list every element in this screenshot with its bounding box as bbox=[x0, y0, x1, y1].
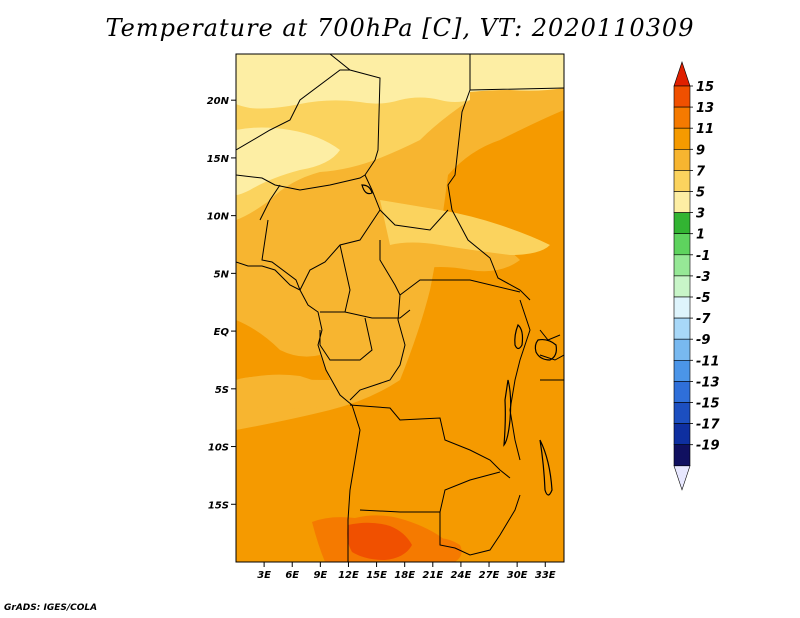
lon-tick-label: 33E bbox=[535, 570, 556, 581]
colorbar-swatch bbox=[673, 254, 691, 277]
field-region-5-ne bbox=[470, 54, 564, 92]
colorbar-swatch bbox=[673, 106, 691, 129]
lon-tick-label: 24E bbox=[451, 570, 472, 581]
field-region-5-north bbox=[236, 54, 470, 109]
colorbar-swatch bbox=[673, 191, 691, 213]
colorbar-label: -19 bbox=[696, 439, 720, 454]
colorbar-label: 13 bbox=[696, 101, 714, 116]
colorbar-label: -17 bbox=[696, 418, 720, 433]
colorbar-label: 7 bbox=[696, 164, 706, 179]
colorbar-swatch bbox=[673, 170, 691, 192]
colorbar-swatch bbox=[673, 444, 691, 467]
map-frame bbox=[235, 53, 565, 563]
colorbar-swatch bbox=[673, 85, 691, 108]
field-region-13-east bbox=[430, 538, 462, 562]
colorbar-label: -1 bbox=[696, 249, 710, 264]
lon-tick-label: 15E bbox=[366, 570, 387, 581]
lat-tick-label: EQ bbox=[214, 327, 230, 338]
colorbar-label: 15 bbox=[696, 80, 714, 95]
colorbar: 15 13 11 9 7 5 3 1 -1 -3 -5 -7 -9 -11 -13 -15 -17 -19 bbox=[673, 61, 720, 491]
field-region-11-west bbox=[236, 320, 330, 380]
lat-tick-label: 15N bbox=[207, 154, 230, 165]
credit-text: GrADS: IGES/COLA bbox=[4, 603, 98, 613]
colorbar-swatch bbox=[673, 402, 691, 424]
colorbar-bottom-arrow bbox=[673, 465, 691, 491]
colorbar-label: 9 bbox=[696, 143, 705, 158]
longitude-ticks: 3E 6E 9E 12E 15E 18E 21E 24E 27E 30E 33E bbox=[257, 562, 556, 581]
lon-tick-label: 9E bbox=[313, 570, 327, 581]
colorbar-label: 3 bbox=[696, 207, 705, 222]
colorbar-label: -5 bbox=[696, 291, 710, 306]
temperature-field bbox=[236, 54, 564, 562]
lat-tick-label: 15S bbox=[208, 500, 229, 511]
country-borders bbox=[236, 54, 564, 556]
lon-tick-label: 27E bbox=[479, 570, 500, 581]
colorbar-swatch bbox=[673, 212, 691, 235]
lat-tick-label: 5N bbox=[214, 269, 230, 280]
lat-tick-label: 10N bbox=[207, 212, 230, 223]
field-region-9-south bbox=[236, 374, 350, 410]
lakes bbox=[361, 184, 557, 496]
colorbar-label: 1 bbox=[696, 228, 705, 243]
lon-tick-label: 18E bbox=[394, 570, 415, 581]
colorbar-swatch bbox=[673, 317, 691, 340]
latitude-ticks: 20N 15N 10N 5N EQ 5S 10S 15S bbox=[207, 96, 236, 511]
lat-tick-label: 10S bbox=[208, 443, 229, 454]
colorbar-label: 11 bbox=[696, 122, 714, 137]
colorbar-label: -15 bbox=[696, 397, 720, 412]
colorbar-swatch bbox=[673, 233, 691, 256]
colorbar-swatch bbox=[673, 296, 691, 319]
colorbar-swatch bbox=[673, 423, 691, 446]
colorbar-label: 5 bbox=[696, 186, 705, 201]
colorbar-swatch bbox=[673, 359, 691, 382]
colorbar-label: -3 bbox=[696, 270, 710, 285]
field-region-7-mid bbox=[380, 200, 550, 255]
coastline bbox=[236, 261, 361, 562]
colorbar-label: -7 bbox=[696, 312, 711, 327]
lon-tick-label: 12E bbox=[338, 570, 359, 581]
colorbar-label: -11 bbox=[696, 354, 720, 369]
colorbar-swatch bbox=[673, 381, 691, 403]
colorbar-top-arrow bbox=[673, 61, 691, 87]
lat-tick-label: 20N bbox=[207, 96, 230, 107]
lon-tick-label: 6E bbox=[285, 570, 299, 581]
colorbar-swatch bbox=[673, 338, 691, 361]
map-title: Temperature at 700hPa [C], VT: 202011030… bbox=[105, 14, 695, 42]
colorbar-label: -9 bbox=[696, 333, 710, 348]
colorbar-swatch bbox=[673, 149, 691, 171]
lat-tick-label: 5S bbox=[215, 385, 229, 396]
field-region-15-south bbox=[347, 522, 412, 560]
lon-tick-label: 21E bbox=[422, 570, 443, 581]
lon-tick-label: 3E bbox=[257, 570, 271, 581]
colorbar-swatch bbox=[673, 275, 691, 298]
lon-tick-label: 30E bbox=[507, 570, 528, 581]
colorbar-swatch bbox=[673, 127, 691, 150]
colorbar-label: -13 bbox=[696, 375, 720, 390]
